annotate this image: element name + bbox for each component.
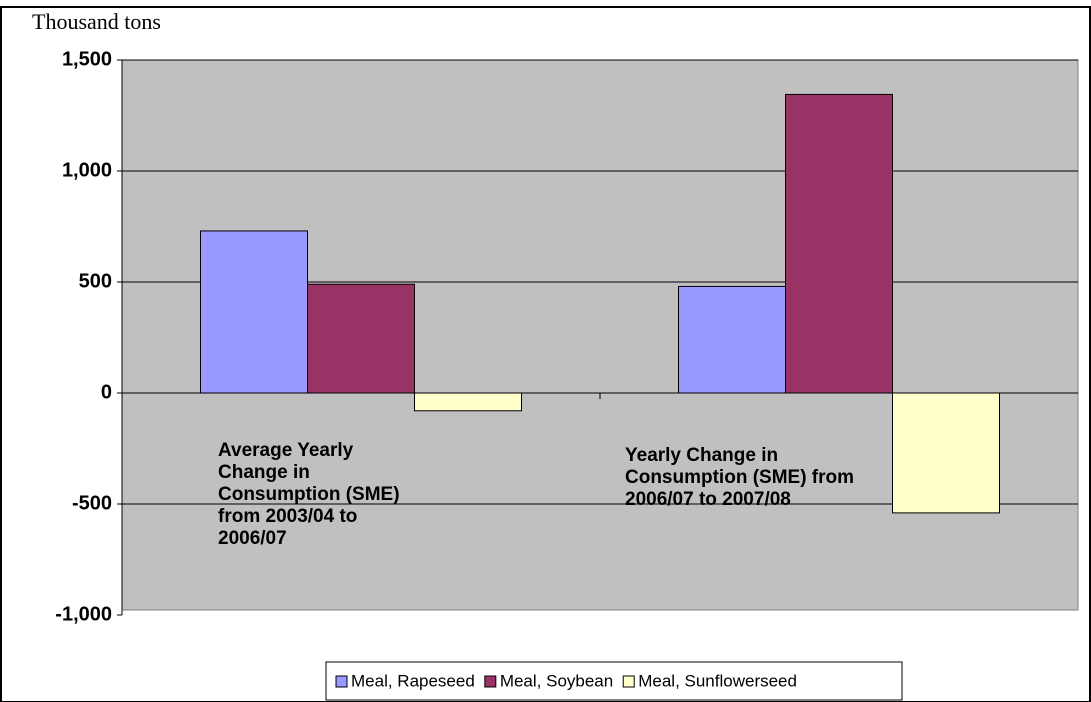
legend-swatch: [335, 675, 348, 688]
legend-swatch: [484, 675, 497, 688]
legend-label: Meal, Rapeseed: [351, 671, 475, 690]
bar: [307, 283, 415, 394]
bar: [892, 392, 1000, 514]
y-axis-title: Thousand tons: [32, 9, 161, 34]
y-tick-label: -500: [72, 492, 112, 514]
bar: [200, 230, 308, 394]
y-tick-label: 1,500: [62, 48, 112, 70]
category-label: Average Yearly Change in Consumption (SM…: [218, 440, 400, 549]
bar: [414, 392, 522, 412]
legend-label: Meal, Soybean: [500, 671, 613, 690]
legend-swatch: [622, 675, 635, 688]
category-label: Yearly Change in Consumption (SME) from …: [625, 445, 855, 510]
y-tick-label: 1,000: [62, 159, 112, 181]
bar: [678, 285, 786, 394]
legend-label: Meal, Sunflowerseed: [638, 671, 797, 690]
bar: [785, 93, 893, 394]
chart-frame: [0, 6, 1091, 702]
legend-box: [325, 661, 903, 701]
y-tick-label: 500: [79, 270, 112, 292]
y-tick-label: -1,000: [55, 603, 112, 625]
y-tick-label: 0: [101, 381, 112, 403]
